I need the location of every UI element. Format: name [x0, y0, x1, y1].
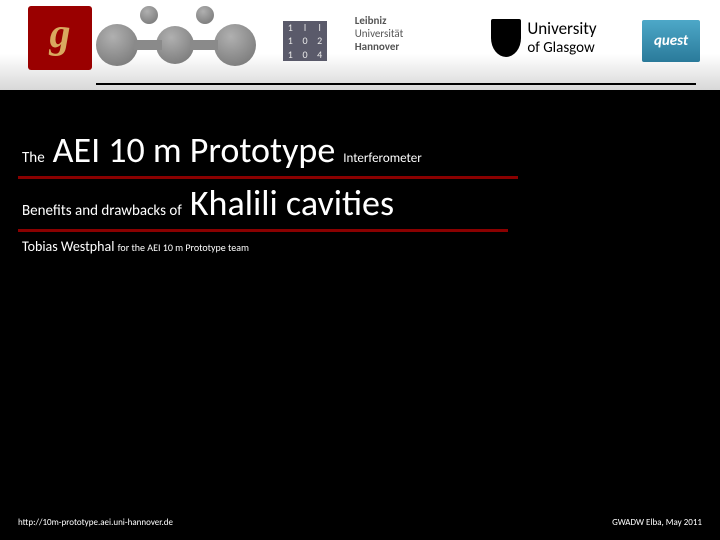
quest-logo: quest	[642, 20, 700, 62]
leibniz-logo: 1 l l 1 0 2 1 0 4	[280, 14, 330, 68]
footer-venue: GWADW Elba, May 2011	[612, 517, 702, 528]
glasgow-logo: University of Glasgow	[454, 18, 634, 57]
title-post: Interferometer	[343, 151, 422, 166]
leibniz-text: Leibniz Universität Hannover	[334, 14, 424, 54]
project-logo: g	[28, 6, 92, 70]
glasgow-line2: of Glasgow	[527, 39, 596, 57]
title-underline-1	[18, 176, 518, 179]
leibniz-sub2: Hannover	[355, 40, 404, 53]
title-block: The AEI 10 m Prototype Interferometer Be…	[18, 128, 518, 255]
footer: http://10m-prototype.aei.uni-hannover.de…	[18, 517, 702, 528]
leibniz-sub1: Universität	[355, 27, 404, 40]
leibniz-grid: 1 l l 1 0 2 1 0 4	[283, 21, 327, 61]
logo-glyph: g	[50, 10, 71, 58]
title-row: The AEI 10 m Prototype Interferometer	[18, 128, 432, 174]
title-main: AEI 10 m Prototype	[53, 128, 336, 172]
leibniz-name: Leibniz	[355, 14, 404, 27]
footer-url: http://10m-prototype.aei.uni-hannover.de	[18, 517, 173, 528]
apparatus-render	[96, 2, 266, 72]
author-name: Tobias Westphal	[22, 238, 114, 255]
subtitle-row: Benefits and drawbacks of Khalili caviti…	[18, 181, 404, 227]
subtitle-main: Khalili cavities	[190, 181, 394, 225]
author-affil: for the AEI 10 m Prototype team	[118, 241, 249, 254]
author-row: Tobias Westphal for the AEI 10 m Prototy…	[18, 238, 518, 255]
glasgow-crest-icon	[491, 19, 521, 57]
title-underline-2	[18, 229, 508, 232]
title-pre: The	[22, 149, 45, 167]
glasgow-line1: University	[527, 18, 596, 39]
subtitle-pre: Benefits and drawbacks of	[22, 202, 182, 220]
header-divider	[96, 83, 696, 85]
header-band: g 1 l l 1 0 2 1 0 4 Leibniz Universität …	[0, 0, 720, 90]
